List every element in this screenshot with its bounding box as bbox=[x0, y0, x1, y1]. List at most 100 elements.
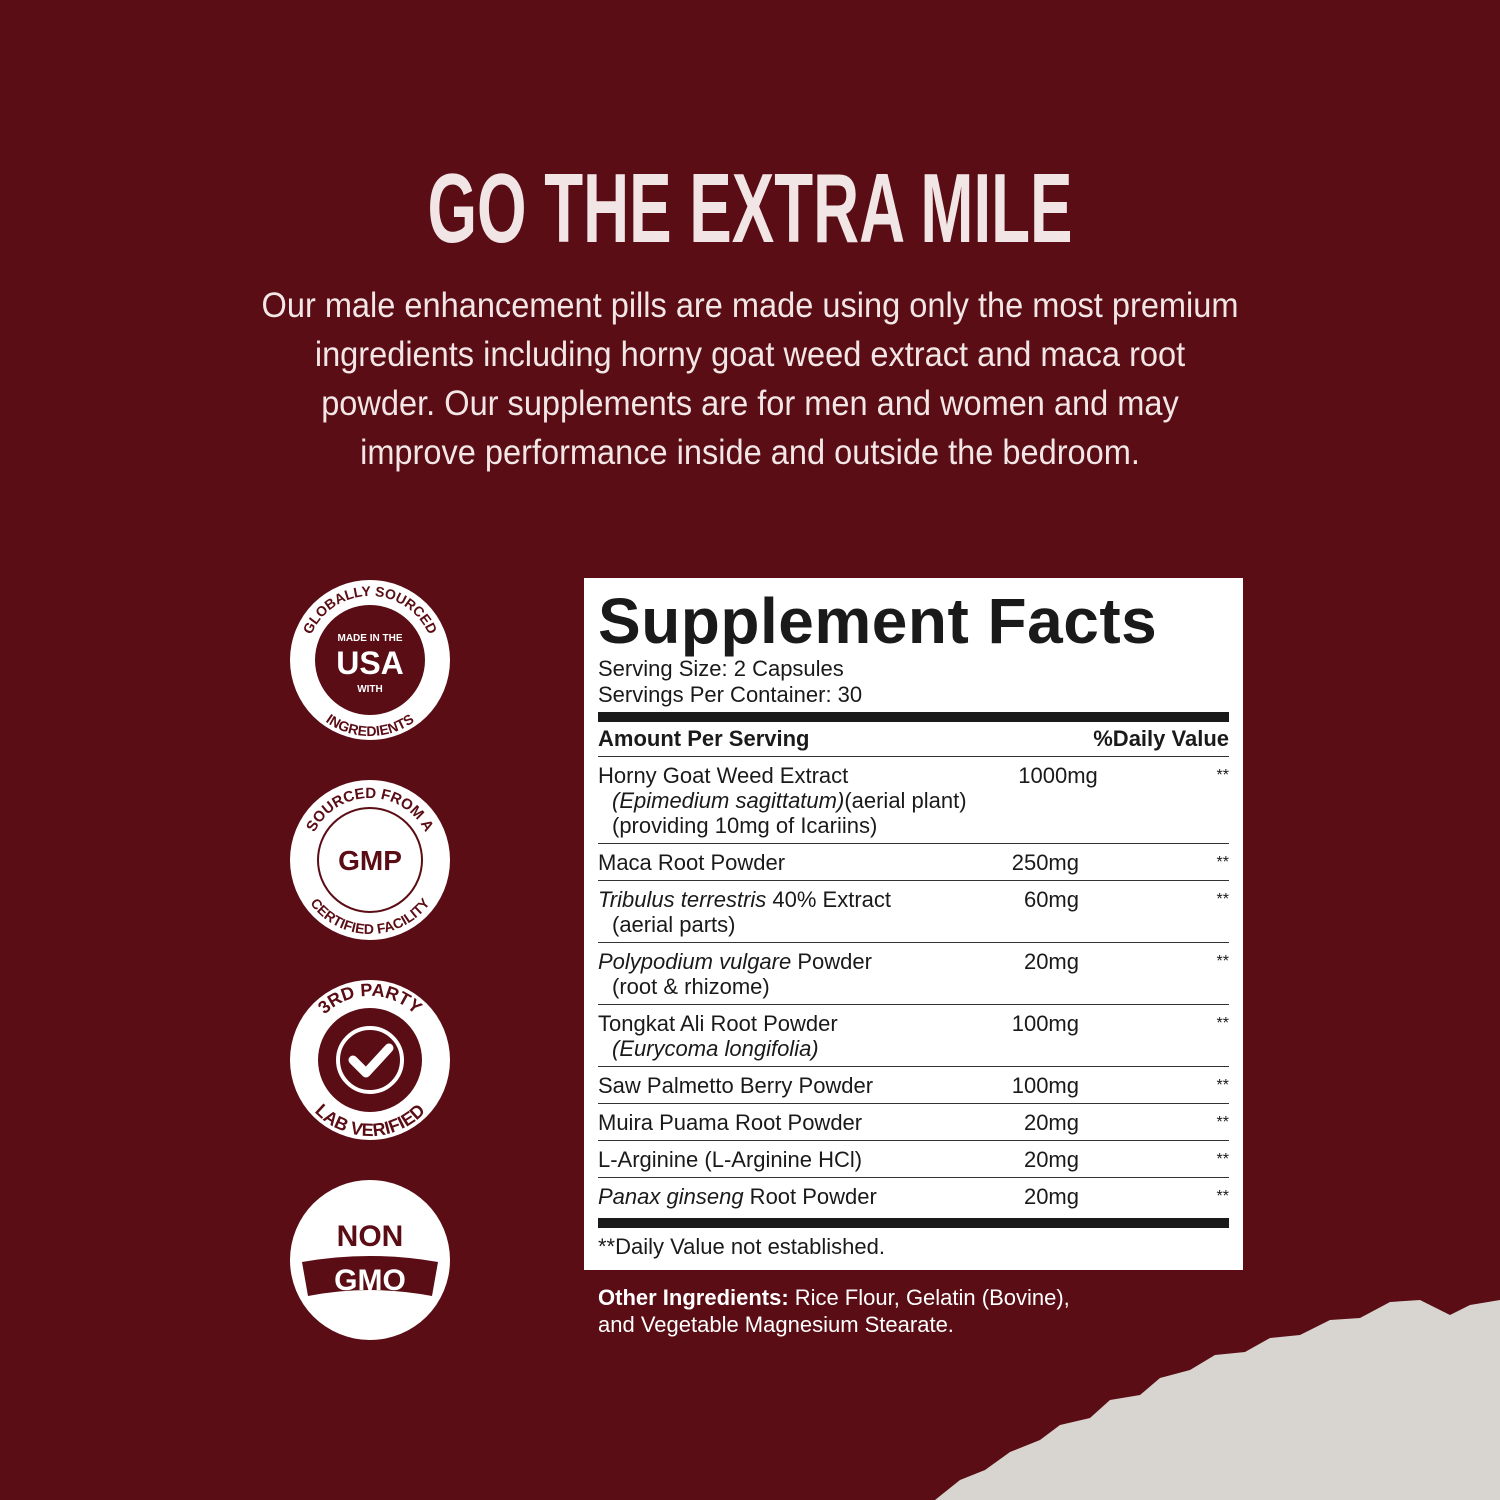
name-part: L-Arginine (L-Arginine HCl) bbox=[598, 1147, 863, 1172]
amount: 20mg bbox=[1023, 1110, 1079, 1135]
name-line: (root & rhizome) bbox=[598, 974, 929, 999]
ingredient-name: Tribulus terrestris 40% Extract (aerial p… bbox=[598, 887, 929, 937]
name-part: Maca Root Powder bbox=[598, 850, 786, 875]
column-header: Amount Per Serving %Daily Value bbox=[598, 722, 1229, 757]
daily-value: ** bbox=[1216, 767, 1229, 784]
name-part: Muira Puama Root Powder bbox=[598, 1110, 863, 1135]
badge-text: NON bbox=[337, 1220, 404, 1253]
badge-text: GMO bbox=[334, 1264, 406, 1297]
name-line: Panax ginseng Root Powder bbox=[598, 1184, 929, 1209]
amount: 100mg bbox=[1011, 1073, 1079, 1098]
other-line: Other Ingredients: Rice Flour, Gelatin (B… bbox=[598, 1284, 1070, 1311]
serving-size: Serving Size: 2 Capsules bbox=[598, 656, 844, 681]
badge-text: GMP bbox=[338, 845, 402, 876]
servings-per-container: Servings Per Container: 30 bbox=[598, 682, 863, 707]
torn-paper bbox=[935, 1300, 1500, 1500]
badge-lab: 3RD PARTY LAB VERIFIED bbox=[290, 980, 450, 1140]
ingredient-row: Muira Puama Root Powder 20mg ** bbox=[598, 1104, 1229, 1141]
name-line: Muira Puama Root Powder bbox=[598, 1110, 929, 1135]
name-part: Powder bbox=[791, 949, 872, 974]
daily-value: ** bbox=[1216, 1151, 1229, 1168]
intro-line: ingredients including horny goat weed ex… bbox=[314, 335, 1186, 374]
daily-value: ** bbox=[1216, 854, 1229, 871]
name-part: Polypodium vulgare bbox=[598, 949, 792, 974]
ingredient-name: Tongkat Ali Root Powder (Eurycoma longifo… bbox=[598, 1011, 929, 1061]
ingredient-name: L-Arginine (L-Arginine HCl) bbox=[598, 1147, 929, 1172]
amount: 20mg bbox=[1023, 949, 1079, 974]
daily-value: ** bbox=[1216, 891, 1229, 908]
supplement-facts: Supplement Facts Serving Size: 2 Capsule… bbox=[584, 578, 1243, 1270]
ingredient-row: Maca Root Powder 250mg ** bbox=[598, 844, 1229, 881]
name-part: Tribulus terrestris bbox=[598, 887, 767, 912]
name-part: (aerial parts) bbox=[612, 912, 736, 937]
name-part: 40% Extract bbox=[766, 887, 892, 912]
title: GO THE EXTRA MILE bbox=[428, 153, 1073, 263]
ingredient-name: Maca Root Powder bbox=[598, 850, 929, 875]
daily-value: ** bbox=[1216, 1077, 1229, 1094]
footnote: **Daily Value not established. bbox=[598, 1234, 885, 1259]
amount: 20mg bbox=[1023, 1147, 1079, 1172]
ingredient-row: Tribulus terrestris 40% Extract (aerial p… bbox=[598, 881, 1229, 943]
ingredient-name: Muira Puama Root Powder bbox=[598, 1110, 929, 1135]
other-line: and Vegetable Magnesium Stearate. bbox=[598, 1311, 1070, 1338]
daily-value: ** bbox=[1216, 1015, 1229, 1032]
badge-nongmo: NON GMO bbox=[290, 1180, 450, 1340]
name-line: L-Arginine (L-Arginine HCl) bbox=[598, 1147, 929, 1172]
name-line: (providing 10mg of Icariins) bbox=[598, 813, 967, 838]
ingredient-row: Tongkat Ali Root Powder (Eurycoma longifo… bbox=[598, 1005, 1229, 1067]
other-text: Rice Flour, Gelatin (Bovine), bbox=[794, 1285, 1070, 1310]
rule bbox=[598, 1218, 1229, 1228]
amount: 100mg bbox=[1011, 1011, 1079, 1036]
name-part: (root & rhizome) bbox=[612, 974, 770, 999]
name-part: (providing 10mg of Icariins) bbox=[612, 813, 878, 838]
name-part: (Epimedium sagittatum) bbox=[612, 788, 845, 813]
name-line: Polypodium vulgare Powder bbox=[598, 949, 929, 974]
badge-gmp: SOURCED FROM A CERTIFIED FACILITY GMP bbox=[290, 780, 450, 940]
other-label: Other Ingredients: bbox=[598, 1285, 789, 1310]
name-part: Panax ginseng bbox=[598, 1184, 744, 1209]
daily-value: ** bbox=[1216, 1114, 1229, 1131]
name-part: Horny Goat Weed Extract bbox=[598, 763, 849, 788]
ingredient-name: Saw Palmetto Berry Powder bbox=[598, 1073, 929, 1098]
ingredient-row: Saw Palmetto Berry Powder 100mg ** bbox=[598, 1067, 1229, 1104]
name-line: Tribulus terrestris 40% Extract bbox=[598, 887, 929, 912]
other-ingredients: Other Ingredients: Rice Flour, Gelatin (B… bbox=[598, 1284, 1070, 1338]
ingredient-row: Panax ginseng Root Powder 20mg ** bbox=[598, 1178, 1229, 1214]
name-part: Saw Palmetto Berry Powder bbox=[598, 1073, 874, 1098]
badge-text: MADE IN THE bbox=[338, 633, 403, 644]
ingredient-name: Panax ginseng Root Powder bbox=[598, 1184, 929, 1209]
name-part: (aerial plant) bbox=[844, 788, 967, 813]
name-line: Maca Root Powder bbox=[598, 850, 929, 875]
badge-text: WITH bbox=[357, 684, 383, 695]
daily-value: ** bbox=[1216, 953, 1229, 970]
daily-value: ** bbox=[1216, 1188, 1229, 1205]
column-label: Amount Per Serving bbox=[598, 726, 810, 751]
ingredient-name: Horny Goat Weed Extract (Epimedium sagitt… bbox=[598, 763, 967, 838]
name-part: Tongkat Ali Root Powder bbox=[598, 1011, 838, 1036]
rows: Horny Goat Weed Extract (Epimedium sagitt… bbox=[598, 757, 1229, 1214]
name-part: (Eurycoma longifolia) bbox=[612, 1036, 819, 1061]
other-text: and Vegetable Magnesium Stearate. bbox=[598, 1312, 954, 1337]
amount: 60mg bbox=[1023, 887, 1079, 912]
ingredient-row: Horny Goat Weed Extract (Epimedium sagitt… bbox=[598, 757, 1229, 844]
amount: 250mg bbox=[1011, 850, 1079, 875]
badge-usa: GLOBALLY SOURCED INGREDIENTS MADE IN THE… bbox=[290, 580, 450, 740]
amount: 20mg bbox=[1023, 1184, 1079, 1209]
name-line: (Eurycoma longifolia) bbox=[598, 1036, 929, 1061]
ingredient-row: L-Arginine (L-Arginine HCl) 20mg ** bbox=[598, 1141, 1229, 1178]
rule bbox=[598, 712, 1229, 722]
amount: 1000mg bbox=[1018, 763, 1098, 788]
intro-line: improve performance inside and outside t… bbox=[360, 433, 1140, 472]
name-line: (aerial parts) bbox=[598, 912, 929, 937]
name-part: Root Powder bbox=[743, 1184, 877, 1209]
column-label: %Daily Value bbox=[1093, 726, 1229, 751]
name-line: (Epimedium sagittatum)(aerial plant) bbox=[598, 788, 967, 813]
intro-line: Our male enhancement pills are made usin… bbox=[261, 286, 1239, 325]
ingredient-row: Polypodium vulgare Powder (root & rhizome… bbox=[598, 943, 1229, 1005]
facts-title: Supplement Facts bbox=[598, 585, 1158, 657]
badge-text: USA bbox=[336, 645, 404, 681]
name-line: Saw Palmetto Berry Powder bbox=[598, 1073, 929, 1098]
intro-line: powder. Our supplements are for men and … bbox=[321, 384, 1179, 423]
